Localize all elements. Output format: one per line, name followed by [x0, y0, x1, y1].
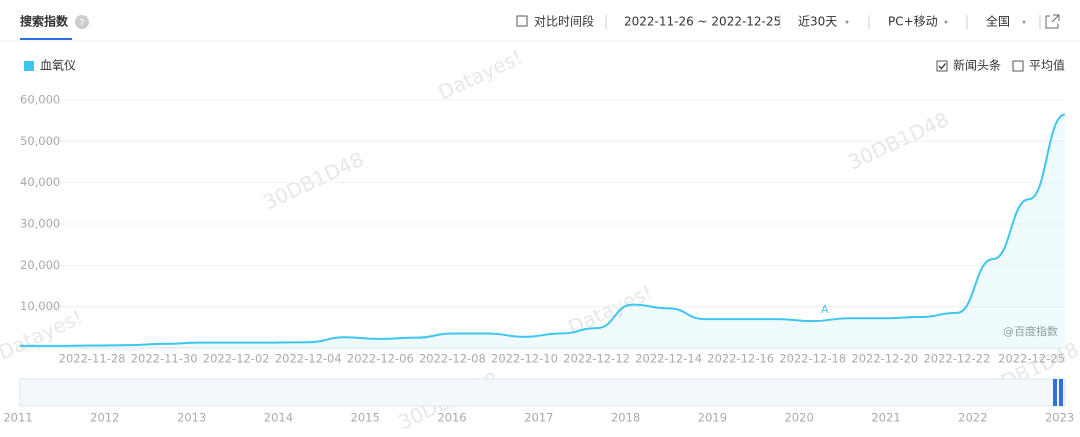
x-tick-label: 2022-12-14	[635, 352, 702, 366]
y-tick-label: 40,000	[20, 175, 60, 189]
line	[19, 113, 1066, 347]
watermark: Datayes!	[434, 45, 526, 105]
device-select[interactable]: PC+移动	[888, 15, 938, 29]
annotation: A	[821, 303, 829, 316]
x-tick-label: 2022-12-06	[347, 352, 414, 366]
region-select[interactable]: 全国	[986, 14, 1010, 29]
timeline-label: 2012	[90, 411, 119, 425]
help-icon[interactable]	[75, 15, 89, 29]
slider-handle[interactable]	[1059, 379, 1063, 406]
dropdown-arrows	[845, 20, 1026, 24]
average-checkbox[interactable]	[1012, 60, 1024, 72]
timeline-label: 2017	[524, 411, 553, 425]
news-label[interactable]: 新闻头条	[953, 58, 1001, 73]
tab[interactable]: 搜索指数	[20, 14, 69, 29]
x-tick-label: 2022-12-02	[203, 352, 270, 366]
watermark: 30DB1D48	[259, 147, 367, 214]
help-mark: ?	[79, 18, 84, 29]
legend-label[interactable]: 血氧仪	[40, 59, 76, 73]
date-range[interactable]: 2022-11-26 ~ 2022-12-25	[624, 15, 781, 29]
timeline-label: 2014	[264, 411, 293, 425]
timeline-label: 2023	[1045, 411, 1074, 425]
export-icon[interactable]	[1045, 14, 1060, 29]
check-mark	[938, 63, 947, 70]
x-tick-label: 2022-12-16	[707, 352, 774, 366]
compare-label[interactable]: 对比时间段	[534, 14, 594, 29]
x-tick-label: 2022-12-08	[419, 352, 486, 366]
compare-checkbox[interactable]	[516, 15, 528, 27]
x-tick-label: 2022-12-20	[851, 352, 918, 366]
area	[20, 114, 1065, 348]
x-tick-label: 2022-11-30	[131, 352, 198, 366]
y-tick-label: 20,000	[20, 258, 60, 272]
separators	[605, 15, 1041, 29]
timeline-label: 2011	[3, 411, 32, 425]
y-tick-label: 10,000	[20, 299, 60, 313]
x-tick-label: 2022-11-28	[59, 352, 126, 366]
range-slider[interactable]	[19, 378, 1066, 407]
x-tick-label: 2022-12-22	[923, 352, 990, 366]
y-tick-label: 50,000	[20, 134, 60, 148]
x-tick-label: 2022-12-04	[275, 352, 342, 366]
average-label[interactable]: 平均值	[1029, 58, 1065, 73]
x-tick-label: 2022-12-18	[779, 352, 846, 366]
slider-handle[interactable]	[1053, 379, 1057, 406]
y-tick-label: 60,000	[20, 93, 60, 107]
x-tick-label: 2022-12-25	[998, 352, 1065, 366]
timeline-label: 2021	[871, 411, 900, 425]
timeline-label: 2015	[351, 411, 380, 425]
timeline-label: 2018	[611, 411, 640, 425]
source: @百度指数	[1003, 324, 1058, 338]
x-tick-label: 2022-12-10	[491, 352, 558, 366]
tab-underline	[20, 38, 72, 40]
legend-swatch	[24, 61, 34, 71]
timeline-label: 2019	[698, 411, 727, 425]
timeline-label: 2013	[177, 411, 206, 425]
x-tick-label: 2022-12-12	[563, 352, 630, 366]
y-tick-label: 30,000	[20, 217, 60, 231]
news-checkbox[interactable]	[936, 60, 948, 72]
timeline-label: 2020	[785, 411, 814, 425]
watermark: 30DB1D48	[844, 107, 952, 174]
timeline-label: 2016	[437, 411, 466, 425]
period-select[interactable]: 近30天	[798, 15, 837, 29]
timeline-label: 2022	[958, 411, 987, 425]
